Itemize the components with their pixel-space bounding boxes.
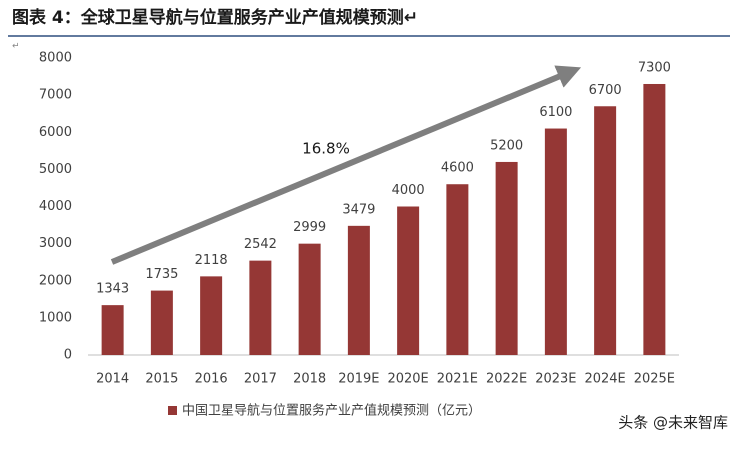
y-tick-label: 5000 <box>39 162 72 177</box>
bar <box>544 128 567 355</box>
data-label: 7300 <box>638 60 671 75</box>
x-tick-label: 2023E <box>535 372 576 387</box>
x-tick-label: 2022E <box>486 372 527 387</box>
x-tick-label: 2014 <box>96 372 129 387</box>
x-tick-label: 2021E <box>437 372 478 387</box>
data-label: 3479 <box>342 202 375 217</box>
watermark: 头条 @未来智库 <box>618 414 728 432</box>
data-label: 4000 <box>392 183 425 198</box>
bar <box>446 184 469 355</box>
paragraph-mark: ↵ <box>12 42 20 52</box>
bar <box>249 260 272 355</box>
x-tick-label: 2025E <box>634 372 675 387</box>
data-label: 6700 <box>589 83 622 98</box>
data-label: 2542 <box>244 237 277 252</box>
y-tick-label: 2000 <box>39 273 72 288</box>
y-tick-label: 0 <box>64 348 72 363</box>
x-tick-label: 2018 <box>293 372 326 387</box>
y-tick-label: 6000 <box>39 125 72 140</box>
chart-title: 图表 4：全球卫星导航与位置服务产业产值规模预测↵ <box>12 7 418 28</box>
bar <box>298 243 321 355</box>
bar <box>150 290 173 355</box>
x-tick-label: 2020E <box>387 372 428 387</box>
legend-label: 中国卫星导航与位置服务产业产值规模预测（亿元） <box>182 403 481 419</box>
bar <box>347 225 370 355</box>
data-label: 1735 <box>145 267 178 282</box>
data-label: 5200 <box>490 138 523 153</box>
y-tick-label: 8000 <box>39 51 72 66</box>
y-tick-label: 3000 <box>39 236 72 251</box>
x-tick-label: 2017 <box>244 372 277 387</box>
y-tick-label: 7000 <box>39 88 72 103</box>
data-label: 2999 <box>293 220 326 235</box>
x-tick-label: 2015 <box>145 372 178 387</box>
bar <box>495 161 518 355</box>
bar <box>200 276 223 355</box>
trend-arrow <box>110 65 582 265</box>
data-label: 4600 <box>441 161 474 176</box>
y-tick-label: 1000 <box>39 310 72 325</box>
x-tick-label: 2016 <box>195 372 228 387</box>
data-label: 2118 <box>195 253 228 268</box>
annotation: 16.8% <box>302 140 350 158</box>
bar <box>101 305 124 355</box>
x-tick-label: 2024E <box>584 372 625 387</box>
x-tick-label: 2019E <box>338 372 379 387</box>
data-label: 1343 <box>96 282 129 297</box>
bar <box>397 206 420 355</box>
bar <box>643 83 666 356</box>
y-tick-label: 4000 <box>39 199 72 214</box>
legend-swatch <box>168 406 177 415</box>
bar <box>594 106 617 355</box>
data-label: 6100 <box>539 105 572 120</box>
